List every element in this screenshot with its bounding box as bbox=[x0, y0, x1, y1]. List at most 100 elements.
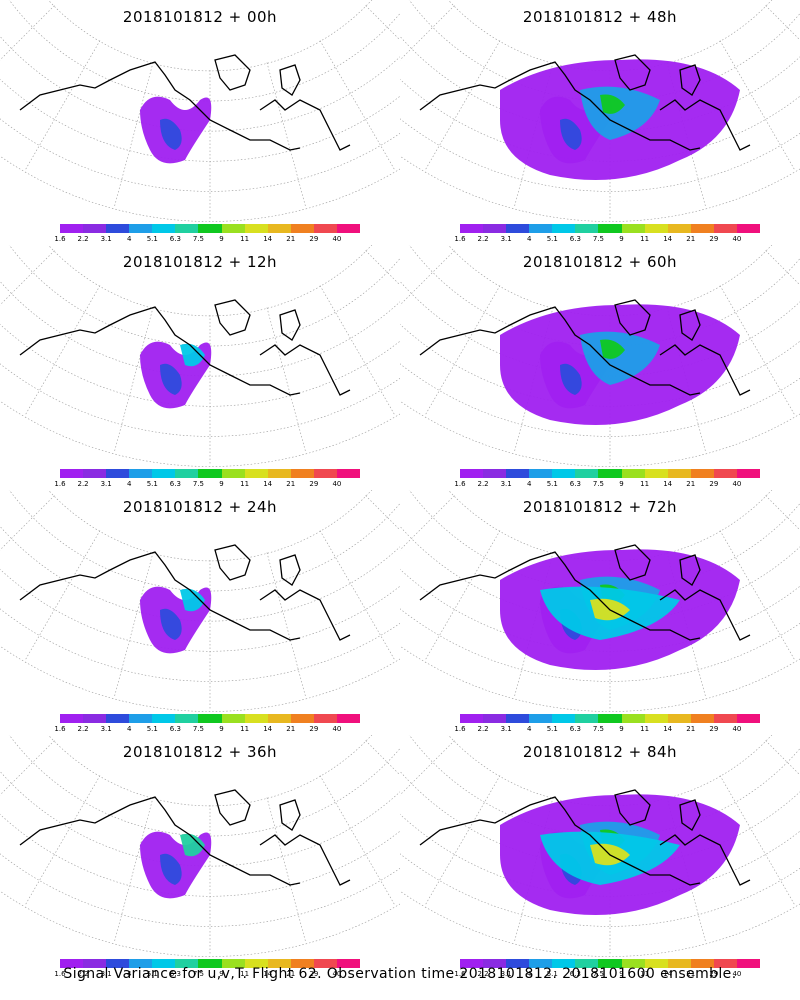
colorbar-swatch bbox=[83, 469, 107, 478]
colorbar-tick-label: 9 bbox=[219, 480, 224, 488]
colorbar-tick-label: 4 bbox=[526, 725, 532, 733]
colorbar-swatch bbox=[336, 714, 361, 723]
figure-caption: Signal Variance for u,v,T. Flight 62. Ob… bbox=[63, 966, 737, 982]
colorbar-tick-label: 3.1 bbox=[100, 235, 112, 243]
colorbar-ticks: 1.6 2.2 3.1 4 5.1 6.3 7.5 9 11 14 21 29 40 bbox=[454, 725, 760, 735]
colorbar-tick-label: 3.1 bbox=[100, 725, 112, 733]
colorbar bbox=[60, 469, 361, 478]
colorbar bbox=[460, 224, 761, 233]
colorbar-tick-label: 5.1 bbox=[546, 235, 558, 243]
colorbar-ticks: 1.6 2.2 3.1 4 5.1 6.3 7.5 9 11 14 21 29 40 bbox=[54, 725, 360, 735]
colorbar-tick-label: 11 bbox=[640, 480, 650, 488]
colorbar-swatch bbox=[129, 224, 153, 233]
colorbar-swatch bbox=[529, 959, 553, 968]
colorbar-tick-label: 29 bbox=[709, 480, 719, 488]
colorbar-swatch bbox=[244, 469, 268, 478]
colorbar-tick-label: 40 bbox=[332, 725, 342, 733]
coastline bbox=[19, 544, 351, 641]
colorbar-swatch bbox=[175, 714, 199, 723]
colorbar-swatch bbox=[552, 224, 576, 233]
colorbar-swatch bbox=[244, 714, 268, 723]
colorbar-swatch bbox=[644, 469, 668, 478]
colorbar-tick-label: 5.1 bbox=[546, 725, 558, 733]
colorbar-tick-label: 40 bbox=[732, 725, 742, 733]
variance-field bbox=[500, 59, 740, 180]
colorbar-tick-label: 11 bbox=[240, 480, 250, 488]
colorbar-swatch bbox=[290, 224, 314, 233]
map-plot bbox=[400, 735, 800, 957]
colorbar-swatch bbox=[621, 224, 645, 233]
colorbar-swatch bbox=[690, 714, 714, 723]
colorbar-tick-label: 14 bbox=[263, 235, 273, 243]
colorbar-swatch bbox=[152, 224, 176, 233]
colorbar-swatch bbox=[290, 959, 314, 968]
colorbar-swatch bbox=[267, 469, 291, 478]
colorbar-tick-label: 2.2 bbox=[77, 970, 89, 978]
panel-title: 2018101812 + 00h bbox=[122, 8, 278, 26]
colorbar-tick-label: 5.1 bbox=[146, 970, 158, 978]
colorbar-tick-label: 7.5 bbox=[192, 480, 205, 488]
colorbar-tick-label: 40 bbox=[732, 480, 742, 488]
colorbar-tick-label: 6.3 bbox=[569, 970, 581, 978]
colorbar-tick-label: 7.5 bbox=[592, 235, 605, 243]
colorbar-swatch bbox=[529, 224, 553, 233]
colorbar-tick-label: 5.1 bbox=[546, 480, 558, 488]
colorbar-swatch bbox=[336, 469, 361, 478]
colorbar-swatch bbox=[83, 714, 107, 723]
colorbar-swatch bbox=[313, 714, 337, 723]
colorbar-swatch bbox=[313, 959, 337, 968]
colorbar-swatch bbox=[198, 224, 222, 233]
colorbar-tick-label: 9 bbox=[619, 480, 624, 488]
colorbar bbox=[60, 224, 361, 233]
forecast-panel: 2018101812 + 24h 1.6 2.2 3.1 4 5.1 6.3 7.5 9 11 14… bbox=[0, 490, 400, 735]
colorbar-tick-label: 1.6 bbox=[54, 970, 66, 978]
colorbar-swatch bbox=[736, 714, 761, 723]
colorbar-tick-label: 6.3 bbox=[169, 725, 181, 733]
colorbar bbox=[460, 959, 761, 968]
panel-title: 2018101812 + 72h bbox=[522, 498, 678, 516]
colorbar-tick-label: 2.2 bbox=[477, 235, 489, 243]
colorbar-tick-label: 5.1 bbox=[146, 480, 158, 488]
colorbar-tick-label: 7.5 bbox=[592, 725, 605, 733]
colorbar-tick-label: 11 bbox=[240, 970, 250, 978]
colorbar-swatch bbox=[598, 959, 622, 968]
colorbar-swatch bbox=[575, 714, 599, 723]
forecast-panel: 2018101812 + 00h 1.6 2.2 3.1 4 5.1 6.3 7.5 9 11 14… bbox=[0, 0, 400, 245]
variance-field bbox=[140, 96, 212, 164]
panel-title: 2018101812 + 24h bbox=[122, 498, 278, 516]
colorbar-ticks: 1.6 2.2 3.1 4 5.1 6.3 7.5 9 11 14 21 29 40 bbox=[454, 235, 760, 245]
colorbar-tick-label: 21 bbox=[686, 970, 696, 978]
colorbar-swatch bbox=[713, 959, 737, 968]
colorbar-tick-label: 5.1 bbox=[546, 970, 558, 978]
colorbar-swatch bbox=[129, 714, 153, 723]
colorbar-tick-label: 11 bbox=[640, 235, 650, 243]
map-plot bbox=[400, 0, 800, 222]
colorbar-swatch bbox=[129, 469, 153, 478]
colorbar-swatch bbox=[129, 959, 153, 968]
colorbar-tick-label: 14 bbox=[663, 235, 673, 243]
colorbar-swatch bbox=[667, 714, 691, 723]
colorbar-swatch bbox=[290, 714, 314, 723]
colorbar-tick-label: 3.1 bbox=[500, 725, 512, 733]
colorbar-swatch bbox=[198, 469, 222, 478]
colorbar-swatch bbox=[290, 469, 314, 478]
panel-title: 2018101812 + 48h bbox=[522, 8, 678, 26]
colorbar-tick-label: 2.2 bbox=[477, 725, 489, 733]
colorbar-swatch bbox=[175, 469, 199, 478]
colorbar-swatch bbox=[221, 224, 245, 233]
colorbar-tick-label: 7.5 bbox=[192, 235, 205, 243]
colorbar-tick-label: 14 bbox=[263, 725, 273, 733]
map-plot bbox=[0, 490, 400, 712]
colorbar-tick-label: 9 bbox=[619, 235, 624, 243]
colorbar-tick-label: 21 bbox=[686, 725, 696, 733]
colorbar-tick-label: 7.5 bbox=[192, 970, 205, 978]
colorbar-tick-label: 9 bbox=[619, 725, 624, 733]
colorbar-tick-label: 14 bbox=[663, 970, 673, 978]
map-plot bbox=[0, 735, 400, 957]
colorbar-swatch bbox=[575, 959, 599, 968]
colorbar-swatch bbox=[644, 224, 668, 233]
colorbar-tick-label: 6.3 bbox=[169, 480, 181, 488]
colorbar-swatch bbox=[175, 959, 199, 968]
variance-field bbox=[140, 831, 212, 899]
colorbar-swatch bbox=[152, 469, 176, 478]
